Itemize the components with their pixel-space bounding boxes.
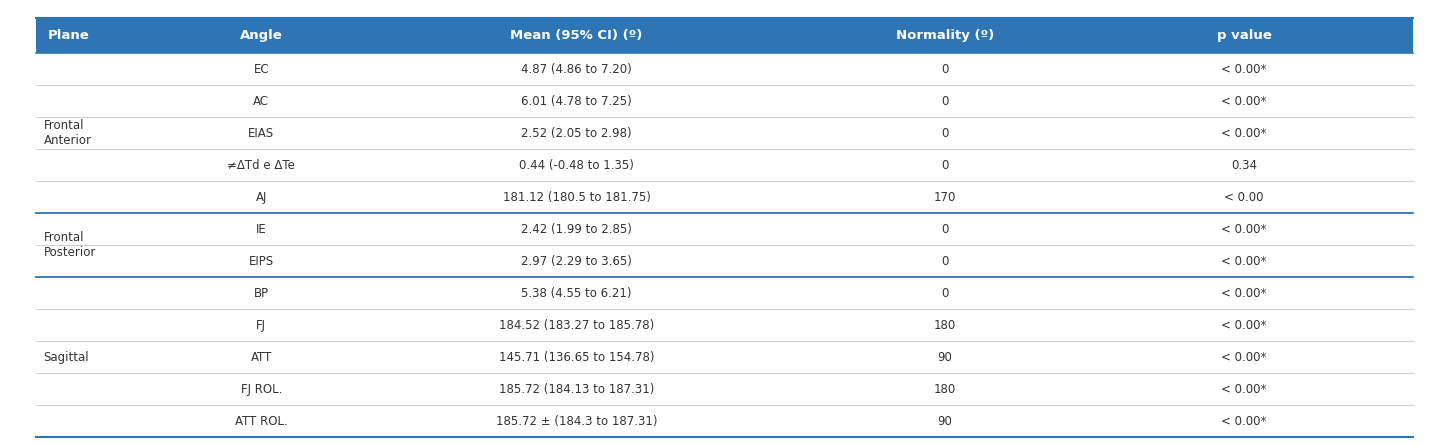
Text: Normality (º): Normality (º)	[895, 29, 994, 42]
Text: 0: 0	[940, 255, 949, 268]
Text: 6.01 (4.78 to 7.25): 6.01 (4.78 to 7.25)	[522, 95, 632, 108]
Text: Sagittal: Sagittal	[43, 351, 88, 363]
Text: EC: EC	[254, 63, 270, 76]
Text: < 0.00*: < 0.00*	[1222, 351, 1266, 363]
Text: 5.38 (4.55 to 6.21): 5.38 (4.55 to 6.21)	[522, 287, 632, 300]
Text: Mean (95% CI) (º): Mean (95% CI) (º)	[510, 29, 643, 42]
Text: 0: 0	[940, 287, 949, 300]
Text: 2.97 (2.29 to 3.65): 2.97 (2.29 to 3.65)	[522, 255, 632, 268]
Text: 145.71 (136.65 to 154.78): 145.71 (136.65 to 154.78)	[498, 351, 655, 363]
Text: 90: 90	[938, 415, 952, 428]
Text: 184.52 (183.27 to 185.78): 184.52 (183.27 to 185.78)	[498, 319, 653, 332]
Text: FJ: FJ	[256, 319, 267, 332]
Text: < 0.00*: < 0.00*	[1222, 127, 1266, 140]
Text: Angle: Angle	[241, 29, 283, 42]
Bar	[36, 18, 1413, 54]
Text: p value: p value	[1217, 29, 1272, 42]
Text: 0: 0	[940, 63, 949, 76]
Text: < 0.00*: < 0.00*	[1222, 223, 1266, 236]
Text: 185.72 ± (184.3 to 187.31): 185.72 ± (184.3 to 187.31)	[496, 415, 658, 428]
Text: FJ ROL.: FJ ROL.	[241, 383, 283, 396]
Text: 0: 0	[940, 159, 949, 172]
Text: ATT: ATT	[251, 351, 272, 363]
Text: 90: 90	[938, 351, 952, 363]
Text: AJ: AJ	[255, 191, 267, 204]
Text: EIAS: EIAS	[248, 127, 274, 140]
Text: 180: 180	[933, 383, 956, 396]
Text: 170: 170	[933, 191, 956, 204]
Text: ATT ROL.: ATT ROL.	[235, 415, 288, 428]
Text: ≠ΔTd e ΔTe: ≠ΔTd e ΔTe	[227, 159, 296, 172]
Text: 2.52 (2.05 to 2.98): 2.52 (2.05 to 2.98)	[522, 127, 632, 140]
Text: 0.44 (-0.48 to 1.35): 0.44 (-0.48 to 1.35)	[519, 159, 635, 172]
Text: 185.72 (184.13 to 187.31): 185.72 (184.13 to 187.31)	[498, 383, 653, 396]
Text: 0: 0	[940, 95, 949, 108]
Text: < 0.00*: < 0.00*	[1222, 383, 1266, 396]
Text: 0: 0	[940, 127, 949, 140]
Text: IE: IE	[256, 223, 267, 236]
Text: Frontal
Posterior: Frontal Posterior	[43, 231, 96, 259]
Text: EIPS: EIPS	[249, 255, 274, 268]
Text: BP: BP	[254, 287, 270, 300]
Text: < 0.00*: < 0.00*	[1222, 319, 1266, 332]
Text: < 0.00: < 0.00	[1224, 191, 1264, 204]
Text: < 0.00*: < 0.00*	[1222, 287, 1266, 300]
Text: AC: AC	[254, 95, 270, 108]
Text: < 0.00*: < 0.00*	[1222, 255, 1266, 268]
Text: Plane: Plane	[48, 29, 90, 42]
Text: 0.34: 0.34	[1232, 159, 1258, 172]
Text: < 0.00*: < 0.00*	[1222, 95, 1266, 108]
Text: < 0.00*: < 0.00*	[1222, 63, 1266, 76]
Text: < 0.00*: < 0.00*	[1222, 415, 1266, 428]
Text: 4.87 (4.86 to 7.20): 4.87 (4.86 to 7.20)	[522, 63, 632, 76]
Text: Frontal
Anterior: Frontal Anterior	[43, 120, 91, 147]
Text: 180: 180	[933, 319, 956, 332]
Text: 181.12 (180.5 to 181.75): 181.12 (180.5 to 181.75)	[503, 191, 651, 204]
Text: 0: 0	[940, 223, 949, 236]
Text: 2.42 (1.99 to 2.85): 2.42 (1.99 to 2.85)	[522, 223, 632, 236]
